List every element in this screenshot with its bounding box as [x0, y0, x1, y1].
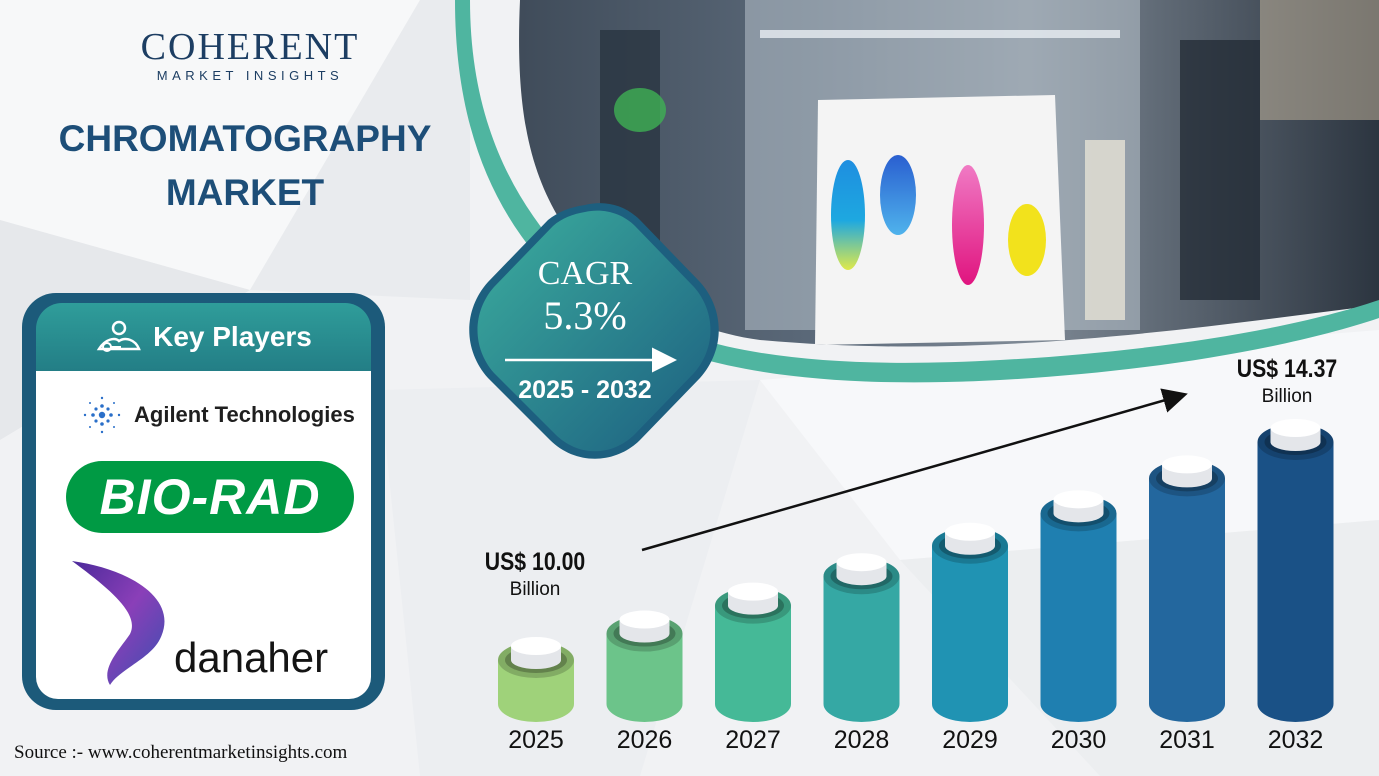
- x-label-2028: 2028: [834, 726, 890, 754]
- start-value-unit: Billion: [509, 579, 561, 600]
- bar-2029: [932, 522, 1008, 722]
- end-value-amount: US$ 14.37: [1236, 355, 1338, 383]
- agilent-logo: Agilent Technologies: [80, 393, 355, 437]
- key-players-card: Key Players Agilent Technologies BIO: [22, 293, 385, 710]
- title-line-2: MARKET: [165, 172, 325, 213]
- danaher-name: danaher: [174, 634, 329, 681]
- biorad-name: BIO-RAD: [99, 469, 321, 525]
- agilent-spark-icon: [83, 396, 121, 434]
- x-label-2025: 2025: [508, 726, 564, 754]
- logo-tagline: MARKET INSIGHTS: [156, 68, 344, 83]
- trend-arrow: [641, 388, 1188, 552]
- bar-2025: [498, 637, 574, 722]
- bars-group: [498, 419, 1334, 722]
- x-label-2029: 2029: [942, 726, 998, 754]
- biorad-logo: BIO-RAD: [66, 461, 354, 533]
- bar-2030: [1040, 490, 1117, 722]
- start-value-amount: US$ 10.00: [484, 548, 586, 576]
- x-label-2027: 2027: [725, 726, 781, 754]
- end-value-unit: Billion: [1261, 386, 1313, 407]
- x-label-2030: 2030: [1051, 726, 1107, 754]
- handshake-key-icon: [96, 320, 141, 352]
- bar-2028: [823, 553, 900, 722]
- key-players-heading: Key Players: [153, 321, 312, 352]
- bar-2026: [606, 610, 683, 722]
- title-line-1: CHROMATOGRAPHY: [58, 118, 432, 159]
- page-title: CHROMATOGRAPHY MARKET: [40, 112, 450, 220]
- bar-2027: [715, 582, 791, 722]
- x-label-2026: 2026: [617, 726, 673, 754]
- key-players-list: Agilent Technologies BIO-RAD danaher: [36, 371, 371, 699]
- bar-2031: [1149, 455, 1225, 722]
- coherent-logo: COHERENT MARKET INSIGHTS: [120, 28, 380, 83]
- key-players-header: Key Players: [36, 303, 371, 371]
- start-value-label: US$ 10.00 Billion: [470, 548, 600, 601]
- x-label-2032: 2032: [1268, 726, 1324, 754]
- cagr-text: CAGR 5.3%: [490, 255, 680, 339]
- agilent-name: Agilent Technologies: [134, 402, 355, 427]
- danaher-logo: danaher: [70, 559, 360, 689]
- cagr-value: 5.3%: [543, 293, 627, 338]
- source-note: Source :- www.coherentmarketinsights.com: [14, 742, 348, 763]
- end-value-label: US$ 14.37 Billion: [1222, 355, 1352, 408]
- bar-2032: [1257, 419, 1334, 722]
- x-label-2031: 2031: [1159, 726, 1215, 754]
- cagr-badge: [469, 203, 719, 459]
- x-axis-labels: 2025 2026 2027 2028 2029 2030 2031 2032: [508, 726, 1323, 754]
- cagr-period: 2025 - 2032: [518, 376, 652, 404]
- logo-wordmark: COHERENT: [140, 26, 360, 68]
- danaher-ribbon-icon: [72, 561, 165, 685]
- cagr-label: CAGR: [537, 255, 633, 292]
